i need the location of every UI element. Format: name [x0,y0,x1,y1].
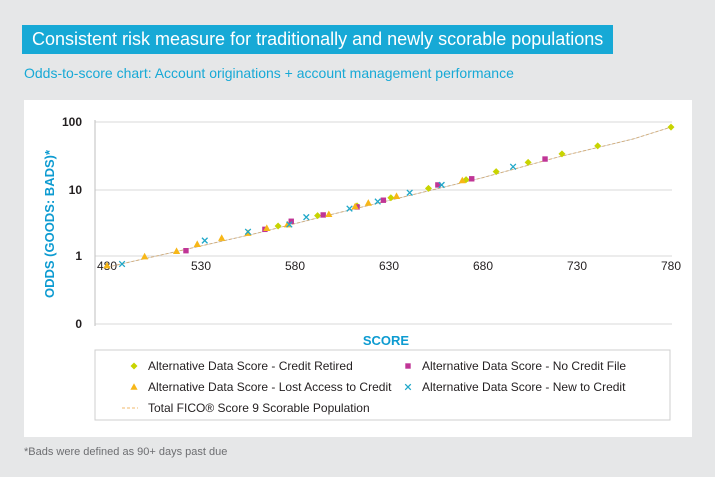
x-tick-label: 530 [191,259,211,273]
legend-label-alternative-data-score-no-credit-file: Alternative Data Score - No Credit File [422,359,626,373]
y-tick-label: 100 [62,115,82,129]
legend-label-alternative-data-score-credit-retired: Alternative Data Score - Credit Retired [148,359,353,373]
alternative-data-score-lost-access-to-credit-point [172,247,181,254]
legend-swatch-alternative-data-score-credit-retired [130,362,138,370]
alternative-data-score-new-to-credit-point [118,260,126,268]
alternative-data-score-new-to-credit-point [286,221,293,228]
y-tick-label: 0 [75,317,82,331]
alternative-data-score-no-credit-file-point [542,156,548,162]
alternative-data-score-new-to-credit-point [303,213,310,221]
y-axis-title: ODDS (GOODS: BADS)* [42,149,57,298]
legend-swatch-alternative-data-score-lost-access-to-credit [130,383,138,390]
legend-swatch-alternative-data-score-new-to-credit [404,383,412,391]
alternative-data-score-lost-access-to-credit-point [141,252,149,260]
alternative-data-score-lost-access-to-credit-point [392,192,401,200]
alternative-data-score-lost-access-to-credit-point [283,220,292,228]
footnote: *Bads were defined as 90+ days past due [24,446,228,458]
series-lines [106,126,672,268]
x-tick-label: 780 [661,259,681,273]
alternative-data-score-credit-retired-point [524,158,532,166]
alternative-data-score-new-to-credit-point [346,205,353,212]
y-tick-label: 1 [75,249,82,263]
legend-label-total-fico-score-9-scorable-population: Total FICO® Score 9 Scorable Population [148,401,370,415]
alternative-data-score-credit-retired-point [387,194,395,202]
alternative-data-score-new-to-credit-point [509,163,517,170]
alternative-data-score-new-to-credit-point [201,237,209,244]
alternative-data-score-no-credit-file-point [183,247,189,254]
alternative-data-score-no-credit-file-point [288,218,294,224]
x-tick-label: 730 [567,259,587,273]
alternative-data-score-no-credit-file-point [469,176,475,182]
alternative-data-score-credit-retired-point [667,123,675,131]
alternative-data-score-lost-access-to-credit-point [458,176,466,184]
alternative-data-score-new-to-credit-point [374,198,381,205]
series-markers [103,123,675,269]
grid-lines [95,121,672,325]
alternative-data-score-credit-retired-point [314,212,322,220]
alternative-data-score-lost-access-to-credit-point [351,202,359,210]
legend-label-alternative-data-score-new-to-credit: Alternative Data Score - New to Credit [422,380,626,394]
x-tick-label: 580 [285,259,305,273]
legend-swatch-alternative-data-score-no-credit-file [405,363,411,369]
legend-box [94,349,671,421]
alternative-data-score-lost-access-to-credit-point [325,210,333,218]
y-tick-labels: 0 1 10 100 [62,115,82,331]
alternative-data-score-lost-access-to-credit-point [263,224,271,231]
alternative-data-score-credit-retired-point [594,142,602,150]
x-axis-title: SCORE [363,333,410,348]
alternative-data-score-lost-access-to-credit-point [103,261,111,269]
alternative-data-score-credit-retired-point [274,222,282,230]
alternative-data-score-new-to-credit-point [438,181,445,189]
trend-line [106,126,672,268]
alternative-data-score-new-to-credit-point [244,228,252,236]
alternative-data-score-credit-retired-point [424,184,432,192]
x-tick-labels: 480530580630680730780 [97,259,681,273]
x-tick-label: 630 [379,259,399,273]
x-tick-label: 680 [473,259,493,273]
alternative-data-score-no-credit-file-point [320,212,326,218]
alternative-data-score-lost-access-to-credit-point [193,240,201,248]
alternative-data-score-credit-retired-point [492,168,500,176]
alternative-data-score-no-credit-file-point [435,182,441,188]
chart-subtitle: Odds-to-score chart: Account origination… [24,65,514,81]
banner-title: Consistent risk measure for traditionall… [22,25,614,54]
alternative-data-score-no-credit-file-point [380,197,387,203]
alternative-data-score-credit-retired-point [558,150,566,158]
alternative-data-score-new-to-credit-point [406,189,413,196]
y-tick-label: 10 [69,183,83,197]
alternative-data-score-lost-access-to-credit-point [364,199,372,206]
legend-label-alternative-data-score-lost-access-to-credit: Alternative Data Score - Lost Access to … [148,380,392,394]
alternative-data-score-lost-access-to-credit-point [218,234,226,241]
legend: Alternative Data Score - Credit Retired A… [94,349,671,421]
